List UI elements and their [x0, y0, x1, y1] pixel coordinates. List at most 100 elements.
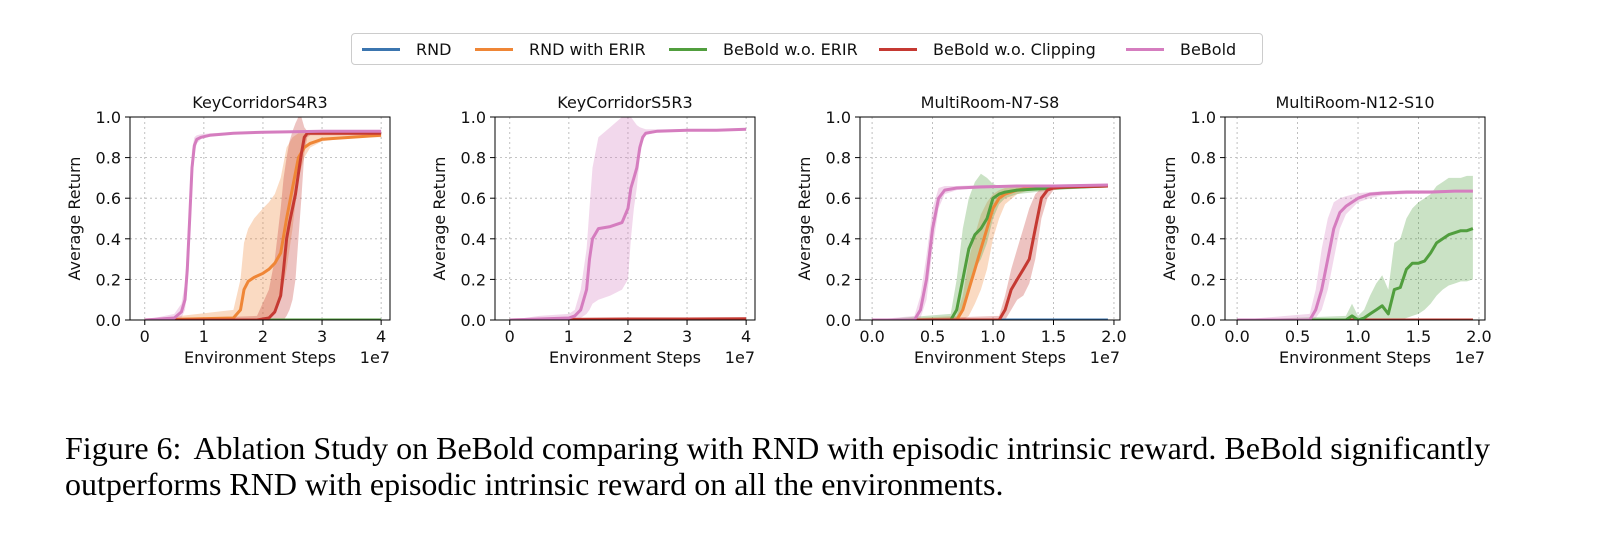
- x-tick-label: 4: [376, 327, 386, 346]
- series-line: [1237, 227, 1474, 320]
- y-tick-label: 0.0: [96, 311, 121, 330]
- legend-item: RND with ERIR: [475, 34, 646, 64]
- x-tick-label: 1.5: [1041, 327, 1066, 346]
- y-tick-label: 0.6: [826, 189, 851, 208]
- x-tick-label: 2.0: [1101, 327, 1126, 346]
- x-tick-label: 4: [741, 327, 751, 346]
- caption-text: Ablation Study on BeBold comparing with …: [65, 430, 1491, 502]
- confidence-band: [872, 173, 1108, 320]
- legend-label: BeBold: [1180, 39, 1237, 59]
- y-tick-label: 0.0: [1191, 311, 1216, 330]
- y-tick-label: 0.8: [96, 149, 121, 168]
- legend-item: BeBold w.o. Clipping: [879, 34, 1096, 64]
- legend-item: BeBold w.o. ERIR: [669, 34, 858, 64]
- y-tick-label: 1.0: [826, 108, 851, 127]
- x-axis-multiplier: 1e7: [725, 348, 755, 367]
- legend-item: BeBold: [1126, 34, 1236, 64]
- y-tick-label: 0.2: [1191, 270, 1216, 289]
- y-tick-label: 0.0: [461, 311, 486, 330]
- x-axis-label: Environment Steps: [914, 348, 1066, 367]
- legend-swatch: [362, 47, 400, 51]
- x-axis-multiplier: 1e7: [1455, 348, 1485, 367]
- series-line: [872, 184, 1108, 320]
- axes-frame: [859, 116, 1121, 321]
- plot-area: [509, 117, 747, 320]
- confidence-band: [1237, 175, 1473, 320]
- x-tick-label: 0.5: [920, 327, 945, 346]
- y-tick-label: 0.4: [826, 230, 851, 249]
- x-tick-label: 1.0: [980, 327, 1005, 346]
- x-tick-label: 1: [564, 327, 574, 346]
- chart-title: MultiRoom-N12-S10: [1275, 93, 1434, 112]
- y-tick-label: 0.4: [1191, 230, 1216, 249]
- chart-title: KeyCorridorS4R3: [192, 93, 327, 112]
- x-axis-multiplier: 1e7: [1090, 348, 1120, 367]
- x-tick-label: 0.0: [1224, 327, 1249, 346]
- legend: RND RND with ERIR BeBold w.o. ERIR BeBold w…: [351, 33, 1263, 65]
- series-line: [872, 183, 1108, 320]
- x-tick-label: 0.5: [1285, 327, 1310, 346]
- plot-area: [1237, 175, 1474, 320]
- x-axis-label: Environment Steps: [184, 348, 336, 367]
- x-tick-label: 1.5: [1406, 327, 1431, 346]
- y-tick-label: 0.4: [96, 230, 121, 249]
- axes-frame: [129, 116, 391, 321]
- x-tick-label: 0: [505, 327, 515, 346]
- y-tick-label: 0.2: [96, 270, 121, 289]
- x-tick-label: 2.0: [1466, 327, 1491, 346]
- legend-swatch: [475, 47, 513, 51]
- figure-caption: Figure 6: Ablation Study on BeBold compar…: [65, 430, 1575, 502]
- y-axis-label: Average Return: [430, 157, 449, 281]
- legend-swatch: [669, 47, 707, 51]
- chart-panel: 0 1 2 3 4 0.0 0.2 0.4 0.6 0.8 1.0 KeyCorridorS5R3 En…: [430, 93, 756, 367]
- y-tick-label: 1.0: [1191, 108, 1216, 127]
- series-line: [144, 133, 382, 320]
- series-line: [509, 127, 747, 320]
- legend-item: RND: [362, 34, 451, 64]
- chart-panel: 0.0 0.5 1.0 1.5 2.0 0.0 0.2 0.4 0.6 0.8 1.0 MultiRo…: [795, 93, 1127, 367]
- series-line: [144, 129, 382, 320]
- series-line: [872, 184, 1108, 320]
- y-tick-label: 0.6: [1191, 189, 1216, 208]
- chart-title: MultiRoom-N7-S8: [921, 93, 1060, 112]
- x-axis-label: Environment Steps: [549, 348, 701, 367]
- series-line: [1237, 189, 1473, 320]
- plot-area: [872, 173, 1108, 320]
- chart-panel: 0 1 2 3 4 0.0 0.2 0.4 0.6 0.8 1.0 KeyCorridorS4R3 En…: [65, 93, 391, 367]
- series-line: [144, 131, 382, 320]
- x-tick-label: 2: [623, 327, 633, 346]
- x-axis-multiplier: 1e7: [360, 348, 390, 367]
- figure-number: Figure 6:: [65, 430, 182, 466]
- y-axis-label: Average Return: [795, 157, 814, 281]
- y-tick-label: 0.6: [461, 189, 486, 208]
- legend-label: BeBold w.o. ERIR: [723, 39, 858, 59]
- plot-area: [144, 117, 382, 320]
- y-tick-label: 0.8: [461, 149, 486, 168]
- charts-figure: 0 1 2 3 4 0.0 0.2 0.4 0.6 0.8 1.0 KeyCorridorS4R3 En…: [65, 93, 1492, 367]
- chart-title: KeyCorridorS5R3: [557, 93, 692, 112]
- legend-label: BeBold w.o. Clipping: [933, 39, 1096, 59]
- confidence-band: [509, 117, 747, 320]
- y-tick-label: 0.6: [96, 189, 121, 208]
- x-axis-label: Environment Steps: [1279, 348, 1431, 367]
- y-axis-label: Average Return: [65, 157, 84, 281]
- x-tick-label: 3: [682, 327, 692, 346]
- confidence-band: [144, 133, 382, 320]
- legend-label: RND with ERIR: [529, 39, 646, 59]
- y-axis-label: Average Return: [1160, 157, 1179, 281]
- chart-panel: 0.0 0.5 1.0 1.5 2.0 0.0 0.2 0.4 0.6 0.8 1.0 MultiRo…: [1160, 93, 1492, 367]
- legend-swatch: [1126, 47, 1164, 51]
- y-tick-label: 1.0: [96, 108, 121, 127]
- axes-frame: [494, 116, 756, 321]
- x-tick-label: 2: [258, 327, 268, 346]
- y-tick-label: 0.2: [461, 270, 486, 289]
- x-tick-label: 0: [140, 327, 150, 346]
- y-tick-label: 0.2: [826, 270, 851, 289]
- y-tick-label: 0.4: [461, 230, 486, 249]
- x-tick-label: 1: [199, 327, 209, 346]
- y-tick-label: 1.0: [461, 108, 486, 127]
- y-tick-label: 0.8: [1191, 149, 1216, 168]
- x-tick-label: 0.0: [859, 327, 884, 346]
- y-tick-label: 0.8: [826, 149, 851, 168]
- legend-swatch: [879, 47, 917, 51]
